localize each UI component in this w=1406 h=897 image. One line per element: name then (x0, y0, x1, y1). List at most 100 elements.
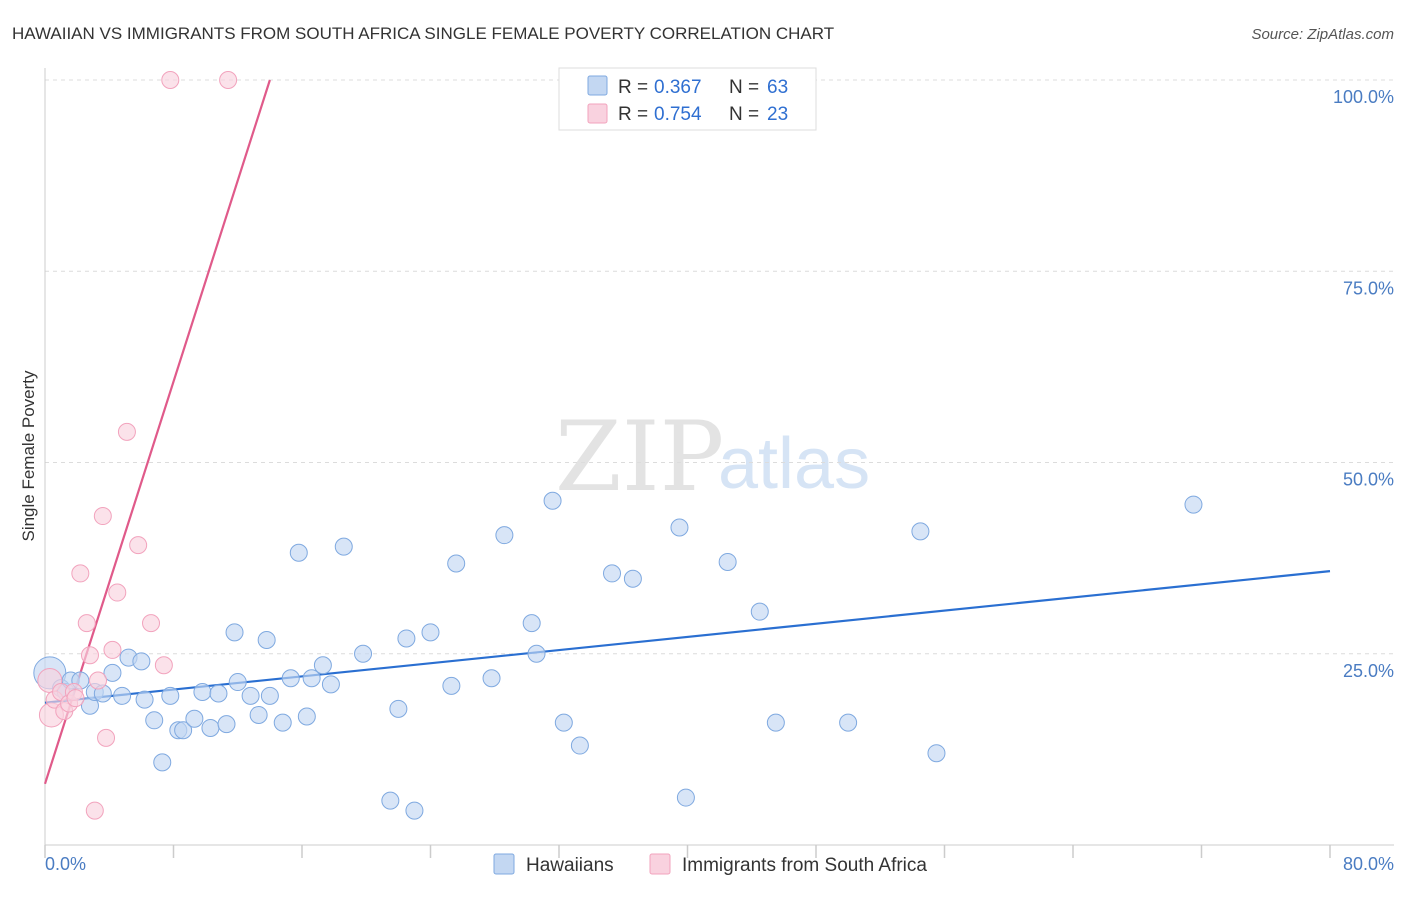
x-tick-label-min: 0.0% (45, 854, 86, 874)
point-hawaiians (603, 564, 622, 583)
point-south-africa (103, 640, 122, 659)
watermark-atlas: atlas (718, 424, 870, 504)
legend-n-value-hawaiians: 63 (767, 77, 788, 98)
point-hawaiians (676, 788, 695, 807)
point-hawaiians (839, 713, 858, 732)
point-hawaiians (623, 569, 642, 588)
point-hawaiians (281, 669, 300, 688)
point-hawaiians (161, 686, 180, 705)
series-legend-swatch-hawaiians (493, 853, 515, 875)
trend-lines (43, 79, 1331, 785)
trend-line-hawaiians (44, 570, 1331, 704)
point-south-africa (154, 656, 173, 675)
legend-n-label-south-africa: N = (729, 104, 759, 125)
chart-source: Source: ZipAtlas.com (1251, 26, 1394, 43)
watermark-zip: ZIP (555, 401, 724, 513)
point-hawaiians (260, 686, 279, 705)
point-south-africa (161, 71, 180, 89)
correlation-legend: R = 0.367 N = 63 R = 0.754 N = 23 (558, 67, 817, 131)
point-hawaiians (1184, 495, 1203, 514)
point-hawaiians (241, 686, 260, 705)
x-tick-label-max: 80.0% (1343, 854, 1394, 874)
point-hawaiians (217, 715, 236, 734)
point-hawaiians (302, 669, 321, 688)
point-hawaiians (554, 713, 573, 732)
point-hawaiians (397, 629, 416, 648)
point-hawaiians (145, 711, 164, 730)
point-hawaiians (543, 491, 562, 510)
point-south-africa (77, 614, 96, 633)
series-legend-swatch-south-africa (649, 853, 671, 875)
point-hawaiians (153, 753, 172, 772)
point-hawaiians (135, 690, 154, 709)
point-hawaiians (495, 526, 514, 545)
point-south-africa (80, 646, 99, 665)
point-south-africa (129, 536, 148, 555)
point-hawaiians (354, 644, 373, 663)
data-points (33, 71, 1203, 820)
point-hawaiians (257, 630, 276, 649)
point-hawaiians (718, 552, 737, 571)
point-south-africa (108, 583, 127, 602)
point-south-africa (93, 507, 112, 526)
y-axis-label: Single Female Poverty (19, 370, 38, 542)
point-hawaiians (113, 686, 132, 705)
point-hawaiians (132, 652, 151, 671)
point-south-africa (97, 728, 116, 747)
point-hawaiians (447, 554, 466, 573)
point-hawaiians (442, 676, 461, 695)
legend-n-value-south-africa: 23 (767, 104, 788, 125)
point-hawaiians (273, 713, 292, 732)
point-south-africa (89, 671, 108, 690)
point-hawaiians (313, 656, 332, 675)
point-hawaiians (297, 707, 316, 726)
legend-swatch-hawaiians (587, 75, 608, 96)
legend-n-label-hawaiians: N = (729, 77, 759, 98)
point-hawaiians (522, 614, 541, 633)
series-legend-label-south-africa: Immigrants from South Africa (682, 855, 927, 876)
grid (45, 79, 1394, 655)
point-hawaiians (389, 699, 408, 718)
point-hawaiians (421, 623, 440, 642)
point-hawaiians (193, 683, 212, 701)
point-hawaiians (321, 675, 340, 694)
legend-r-label-south-africa: R = (618, 104, 648, 125)
point-hawaiians (249, 705, 268, 724)
y-tick-label: 50.0% (1343, 470, 1394, 490)
y-tick-label: 75.0% (1343, 278, 1394, 298)
point-south-africa (66, 689, 85, 708)
point-south-africa (71, 564, 90, 583)
point-hawaiians (225, 623, 244, 642)
point-hawaiians (103, 663, 122, 682)
point-hawaiians (927, 744, 946, 763)
point-south-africa (142, 614, 161, 633)
legend-r-label-hawaiians: R = (618, 77, 648, 98)
series-legend-label-hawaiians: Hawaiians (526, 855, 614, 876)
watermark: ZIP atlas (555, 401, 870, 513)
point-hawaiians (228, 673, 247, 692)
point-hawaiians (527, 644, 546, 663)
y-tick-label: 100.0% (1333, 87, 1394, 107)
point-hawaiians (201, 718, 220, 737)
point-hawaiians (670, 518, 689, 537)
legend-r-value-hawaiians: 0.367 (654, 77, 702, 98)
legend-swatch-south-africa (587, 103, 608, 124)
point-hawaiians (911, 522, 930, 541)
point-hawaiians (174, 721, 193, 740)
point-hawaiians (766, 713, 785, 732)
trend-line-south-africa (43, 79, 271, 785)
point-hawaiians (482, 669, 501, 688)
point-south-africa (219, 71, 238, 89)
point-hawaiians (209, 684, 228, 703)
point-hawaiians (405, 801, 424, 820)
point-hawaiians (185, 709, 204, 728)
point-hawaiians (570, 736, 589, 755)
point-hawaiians (750, 602, 769, 621)
point-south-africa (85, 801, 104, 820)
y-tick-label: 25.0% (1343, 661, 1394, 681)
point-hawaiians (334, 537, 353, 556)
chart-title: HAWAIIAN VS IMMIGRANTS FROM SOUTH AFRICA… (12, 24, 834, 43)
series-legend: Hawaiians Immigrants from South Africa (493, 853, 927, 876)
